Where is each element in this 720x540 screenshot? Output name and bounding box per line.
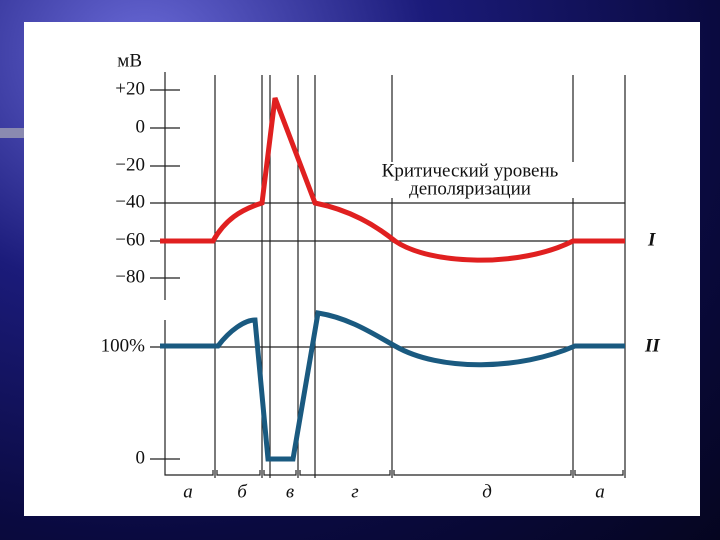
tick-label: 0 bbox=[136, 447, 146, 468]
tick-label: 100% bbox=[101, 335, 146, 356]
tick-label: −40 bbox=[115, 191, 145, 212]
threshold-label: Критический уровень bbox=[382, 160, 559, 181]
grid bbox=[150, 72, 626, 478]
side-bar bbox=[0, 128, 24, 138]
phase-label: д bbox=[482, 481, 492, 502]
phase-label: б bbox=[237, 481, 248, 502]
threshold-label: деполяризации bbox=[409, 178, 531, 199]
panel bbox=[24, 22, 700, 516]
unit-label: мВ bbox=[117, 50, 142, 71]
tick-label: 0 bbox=[136, 116, 146, 137]
phase-label: а bbox=[183, 481, 193, 502]
tick-label: −60 bbox=[115, 229, 145, 250]
potential-curve bbox=[160, 97, 625, 263]
curve-label: II bbox=[644, 335, 660, 356]
phase-label: а bbox=[595, 481, 605, 502]
tick-label: −80 bbox=[115, 266, 145, 287]
tick-label: −20 bbox=[115, 154, 145, 175]
curve-label: I bbox=[647, 229, 656, 250]
excitability-curve bbox=[160, 310, 625, 462]
phase-label: г bbox=[351, 481, 358, 502]
phase-label: в bbox=[286, 481, 294, 502]
tick-label: +20 bbox=[115, 78, 145, 99]
